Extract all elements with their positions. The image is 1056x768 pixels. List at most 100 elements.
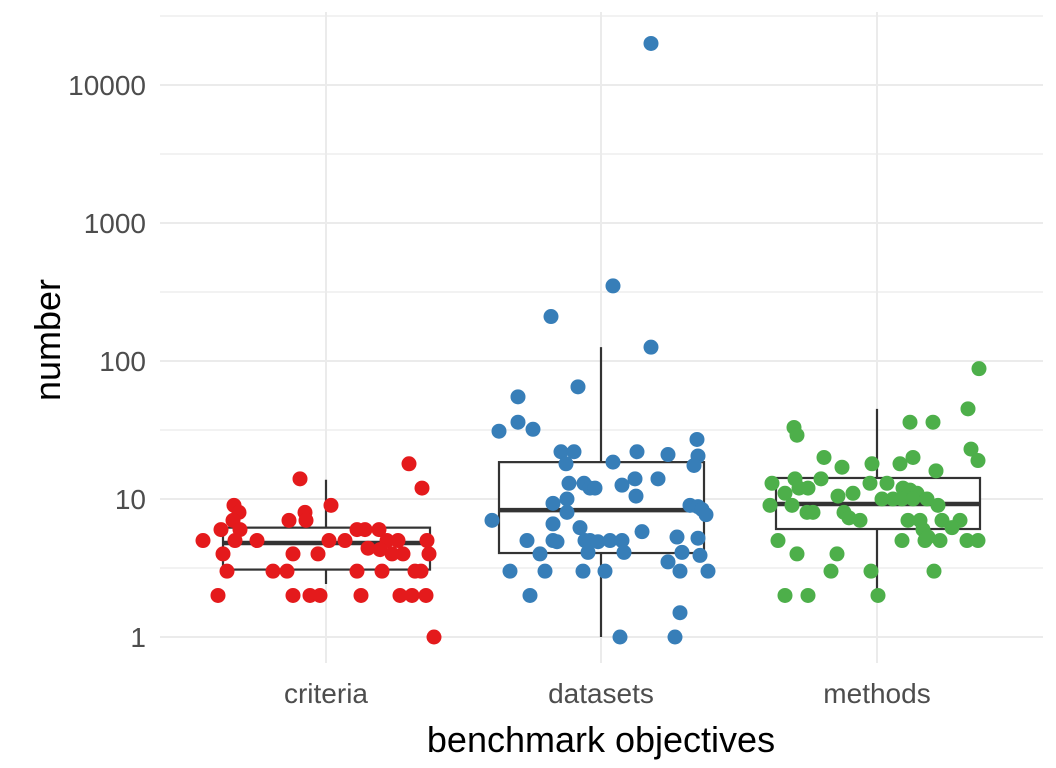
point-methods <box>902 414 918 430</box>
point-datasets <box>543 309 559 325</box>
point-methods <box>970 533 986 549</box>
point-methods <box>777 485 793 501</box>
point-criteria <box>404 587 420 603</box>
point-methods <box>863 563 879 579</box>
point-methods <box>932 533 948 549</box>
x-tick-label-datasets: datasets <box>548 678 654 709</box>
point-datasets <box>522 587 538 603</box>
point-methods <box>970 453 986 469</box>
point-criteria <box>357 522 373 538</box>
point-methods <box>919 491 935 507</box>
point-criteria <box>249 533 265 549</box>
point-methods <box>971 361 987 377</box>
point-datasets <box>614 477 630 493</box>
point-methods <box>900 512 916 528</box>
point-methods <box>862 475 878 491</box>
point-datasets <box>634 524 650 540</box>
x-axis-title: benchmark objectives <box>427 719 775 760</box>
point-datasets <box>700 563 716 579</box>
point-datasets <box>690 530 706 546</box>
point-datasets <box>566 444 582 460</box>
point-methods <box>894 533 910 549</box>
point-methods <box>892 456 908 472</box>
point-criteria <box>418 587 434 603</box>
point-methods <box>852 512 868 528</box>
point-datasets <box>643 35 659 51</box>
point-criteria <box>421 546 437 562</box>
point-criteria <box>292 471 308 487</box>
point-datasets <box>643 339 659 355</box>
point-methods <box>959 533 975 549</box>
point-criteria <box>349 563 365 579</box>
point-datasets <box>672 563 688 579</box>
point-methods <box>928 463 944 479</box>
point-criteria <box>215 546 231 562</box>
point-criteria <box>195 533 211 549</box>
point-datasets <box>561 475 577 491</box>
point-criteria <box>360 540 376 556</box>
point-methods <box>805 504 821 520</box>
point-datasets <box>660 554 676 570</box>
point-methods <box>879 475 895 491</box>
point-datasets <box>559 504 575 520</box>
point-datasets <box>605 278 621 294</box>
point-criteria <box>395 546 411 562</box>
point-datasets <box>587 480 603 496</box>
point-methods <box>770 533 786 549</box>
point-datasets <box>597 563 613 579</box>
point-criteria <box>210 587 226 603</box>
point-criteria <box>281 512 297 528</box>
point-datasets <box>612 629 628 645</box>
point-methods <box>864 456 880 472</box>
axis-labels-layer: number benchmark objectives 1 10 100 1000 10… <box>27 70 931 760</box>
y-tick-label: 1 <box>130 622 146 653</box>
point-datasets <box>669 529 685 545</box>
point-criteria <box>413 563 429 579</box>
point-datasets <box>629 444 645 460</box>
point-datasets <box>519 533 535 549</box>
point-datasets <box>692 547 708 563</box>
point-datasets <box>605 454 621 470</box>
point-methods <box>930 497 946 513</box>
y-tick-label: 10 <box>115 484 146 515</box>
point-datasets <box>549 534 565 550</box>
point-methods <box>813 471 829 487</box>
y-axis-title: number <box>27 279 68 401</box>
point-datasets <box>627 471 643 487</box>
point-datasets <box>672 605 688 621</box>
point-datasets <box>650 471 666 487</box>
point-datasets <box>660 447 676 463</box>
point-datasets <box>616 544 632 560</box>
point-criteria <box>321 533 337 549</box>
point-criteria <box>285 546 301 562</box>
point-criteria <box>285 587 301 603</box>
point-criteria <box>213 522 229 538</box>
point-methods <box>870 587 886 603</box>
point-datasets <box>558 456 574 472</box>
point-datasets <box>698 507 714 523</box>
point-datasets <box>545 495 561 511</box>
x-tick-label-criteria: criteria <box>284 678 368 709</box>
point-methods <box>784 497 800 513</box>
point-datasets <box>689 431 705 447</box>
point-methods <box>874 491 890 507</box>
point-criteria <box>390 533 406 549</box>
point-methods <box>764 475 780 491</box>
point-datasets <box>553 444 569 460</box>
point-datasets <box>559 491 575 507</box>
point-criteria <box>298 512 314 528</box>
point-methods <box>905 491 921 507</box>
point-criteria <box>312 587 328 603</box>
point-methods <box>845 485 861 501</box>
point-criteria <box>219 563 235 579</box>
point-methods <box>926 563 942 579</box>
y-tick-label: 1000 <box>84 208 146 239</box>
point-criteria <box>426 629 442 645</box>
point-criteria <box>337 533 353 549</box>
point-datasets <box>674 544 690 560</box>
point-datasets <box>545 516 561 532</box>
points-layer <box>195 35 987 645</box>
point-criteria <box>414 480 430 496</box>
point-methods <box>963 441 979 457</box>
